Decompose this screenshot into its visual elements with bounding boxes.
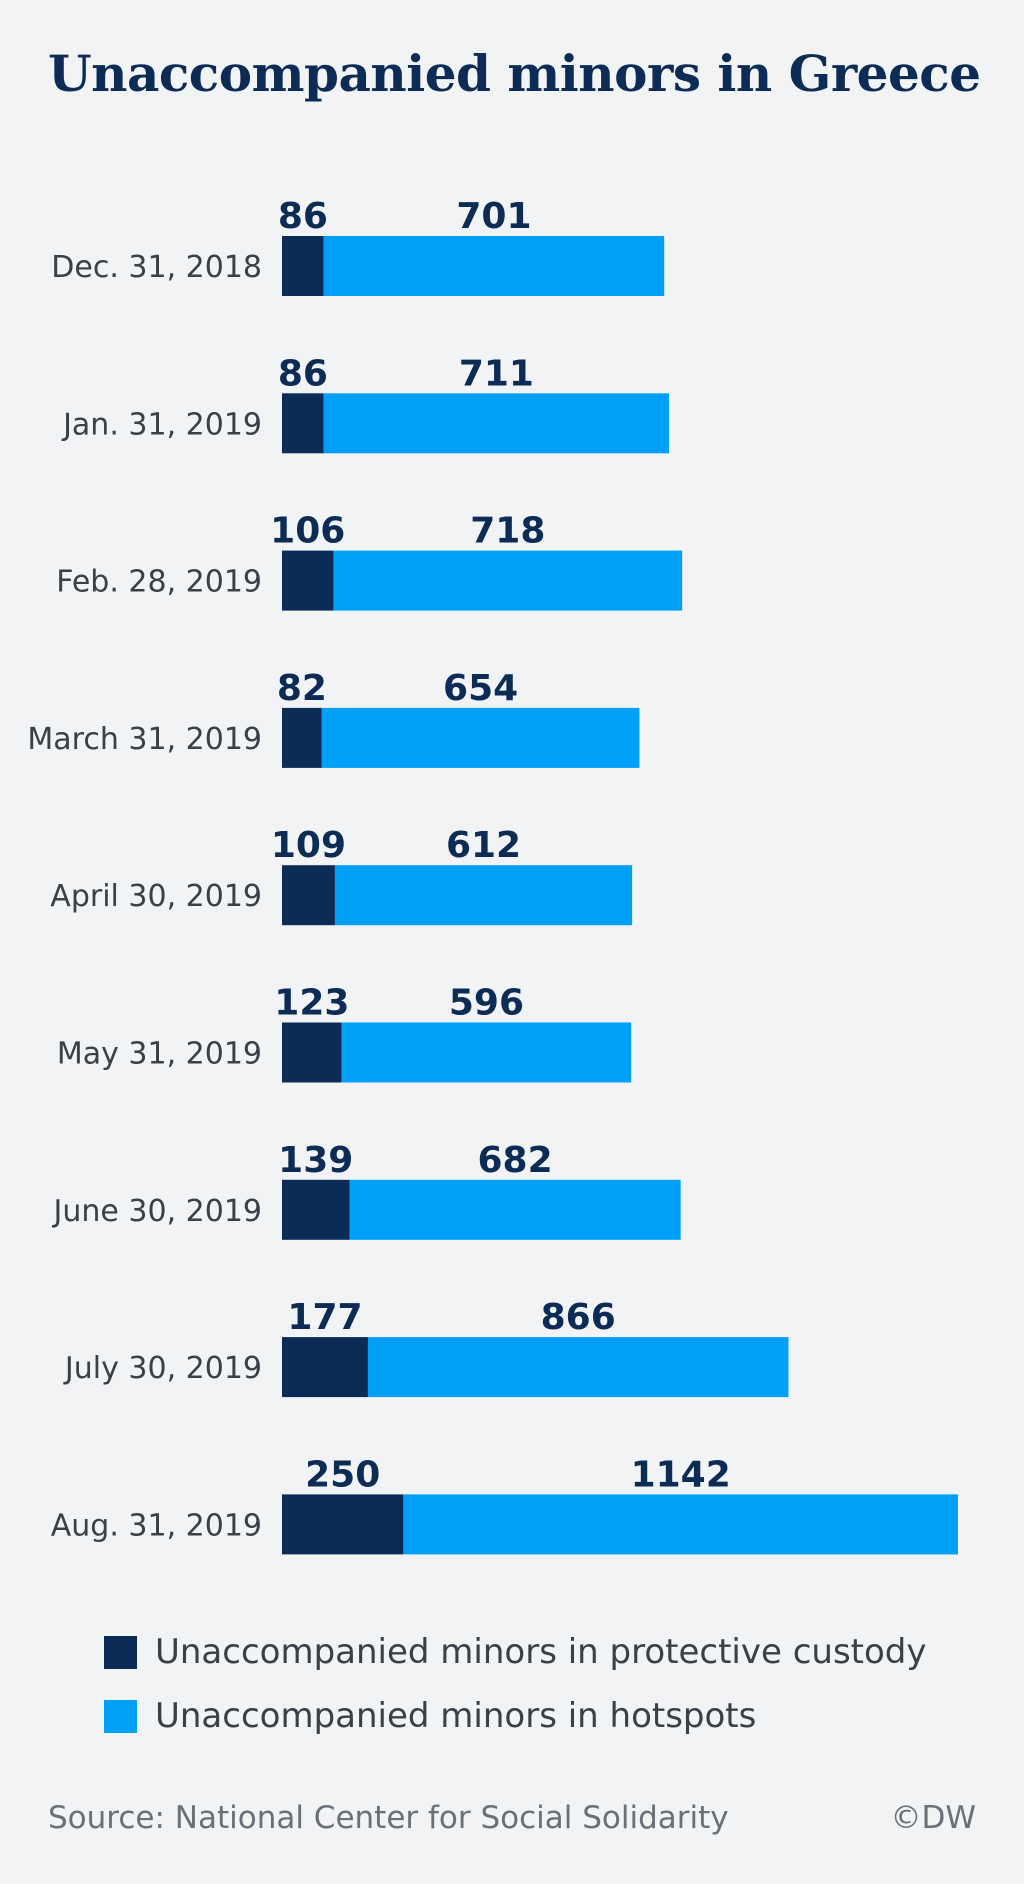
value-label-protective-custody: 109 (271, 825, 346, 866)
bar-hotspots (334, 865, 633, 926)
value-label-protective-custody: 177 (287, 1297, 362, 1338)
footer: Source: National Center for Social Solid… (48, 1800, 976, 1836)
bar-hotspots (349, 1179, 681, 1240)
value-label-hotspots: 682 (478, 1140, 553, 1181)
value-label-protective-custody: 139 (278, 1140, 353, 1181)
value-label-protective-custody: 123 (274, 983, 349, 1024)
legend-swatch-hotspots (104, 1699, 137, 1733)
category-label: March 31, 2019 (27, 722, 262, 757)
bar-hotspots (367, 1337, 789, 1398)
bar-chart: Dec. 31, 2018 86 701 Jan. 31, 2019 86 711 Feb.… (27, 196, 958, 1555)
bar-hotspots (333, 550, 683, 611)
bar-protective-custody (282, 1179, 350, 1240)
bar-hotspots (321, 707, 640, 768)
category-label: July 30, 2019 (63, 1351, 262, 1386)
value-label-hotspots: 701 (456, 196, 531, 237)
source-note: Source: National Center for Social Solid… (48, 1800, 729, 1836)
value-label-hotspots: 866 (541, 1297, 616, 1338)
value-label-protective-custody: 86 (278, 196, 328, 237)
value-label-hotspots: 718 (470, 511, 545, 552)
category-label: Aug. 31, 2019 (51, 1508, 262, 1543)
bar-hotspots (341, 1022, 632, 1083)
legend-label-hotspots: Unaccompanied minors in hotspots (155, 1696, 757, 1736)
category-label: May 31, 2019 (57, 1037, 262, 1072)
bar-protective-custody (282, 865, 335, 926)
bar-protective-custody (282, 393, 324, 454)
chart-title: Unaccompanied minors in Greece (48, 44, 981, 103)
value-label-protective-custody: 86 (278, 353, 328, 394)
value-label-hotspots: 654 (443, 668, 518, 709)
legend-item-protective-custody: Unaccompanied minors in protective custo… (104, 1632, 927, 1672)
bar-protective-custody (282, 1022, 342, 1083)
legend-item-hotspots: Unaccompanied minors in hotspots (104, 1696, 927, 1736)
category-label: Dec. 31, 2018 (51, 250, 262, 285)
value-label-hotspots: 596 (449, 983, 524, 1024)
category-label: June 30, 2019 (52, 1194, 262, 1229)
bar-protective-custody (282, 550, 334, 611)
credit: ©DW (890, 1800, 976, 1836)
category-label: April 30, 2019 (50, 879, 262, 914)
bar-hotspots (323, 236, 665, 296)
value-label-protective-custody: 106 (270, 511, 345, 552)
bar-protective-custody (282, 1337, 368, 1398)
bar-protective-custody (282, 707, 322, 768)
value-label-hotspots: 1142 (631, 1454, 731, 1495)
legend-swatch-protective-custody (104, 1635, 137, 1669)
legend: Unaccompanied minors in protective custo… (104, 1632, 927, 1760)
bar-protective-custody (282, 1494, 404, 1555)
value-label-hotspots: 612 (446, 825, 521, 866)
value-label-protective-custody: 250 (305, 1454, 380, 1495)
legend-label-protective-custody: Unaccompanied minors in protective custo… (155, 1632, 927, 1672)
value-label-protective-custody: 82 (277, 668, 327, 709)
bar-hotspots (323, 393, 670, 454)
bar-hotspots (403, 1494, 958, 1555)
bar-protective-custody (282, 236, 324, 296)
category-label: Feb. 28, 2019 (56, 565, 262, 600)
category-label: Jan. 31, 2019 (61, 407, 262, 442)
value-label-hotspots: 711 (459, 353, 534, 394)
